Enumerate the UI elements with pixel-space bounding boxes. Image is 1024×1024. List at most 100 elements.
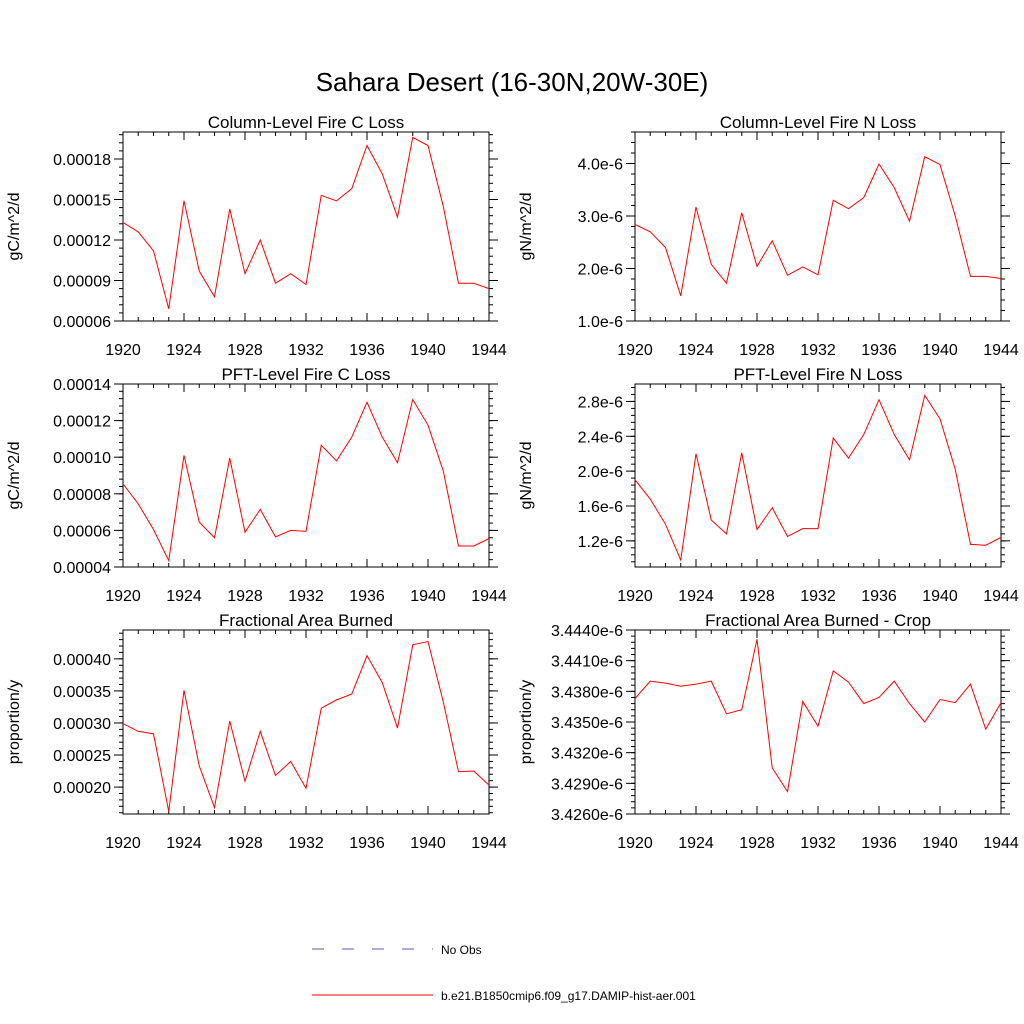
x-tick-label: 1944 xyxy=(471,835,507,852)
y-tick-label: 2.0e-6 xyxy=(578,464,623,481)
y-tick-label: 2.0e-6 xyxy=(578,262,623,279)
chart-panel-1: 1920 1924 1928 1932 1936 1940 1944 0.00006 0.000… xyxy=(6,113,507,359)
series-line xyxy=(634,155,1002,296)
x-tick-label: 1928 xyxy=(739,588,775,605)
y-axis-label: gN/m^2/d xyxy=(518,442,535,510)
chart-title: PFT-Level Fire C Loss xyxy=(221,365,390,384)
x-tick-label: 1920 xyxy=(105,835,141,852)
chart-title: PFT-Level Fire N Loss xyxy=(733,365,902,384)
y-tick-label: 0.00030 xyxy=(53,716,111,733)
plot-frame xyxy=(634,383,1002,568)
x-tick-label: 1936 xyxy=(349,835,385,852)
x-tick-label: 1928 xyxy=(227,342,263,359)
chart-title: Fractional Area Burned xyxy=(219,611,393,630)
y-tick-label: 0.00006 xyxy=(53,314,111,331)
x-tick-label: 1924 xyxy=(166,835,202,852)
y-tick-label: 0.00018 xyxy=(53,152,111,169)
chart-panel-3: 1920 1924 1928 1932 1936 1940 1944 0.00004 0.000… xyxy=(6,365,507,605)
chart-panel-6: 1920 1924 1928 1932 1936 1940 1944 3.4260e-6 3.4… xyxy=(518,611,1019,852)
x-tick-label: 1924 xyxy=(678,342,714,359)
y-tick-label: 1.0e-6 xyxy=(578,314,623,331)
y-tick-label: 3.4350e-6 xyxy=(551,715,623,732)
chart-panel-4: 1920 1924 1928 1932 1936 1940 1944 1.2e-6 1.6e-6… xyxy=(518,365,1019,605)
series-line xyxy=(122,640,490,812)
y-tick-label: 3.4380e-6 xyxy=(551,684,623,701)
x-tick-label: 1924 xyxy=(678,835,714,852)
x-tick-label: 1944 xyxy=(983,835,1019,852)
y-tick-label: 2.8e-6 xyxy=(578,394,623,411)
y-tick-label: 3.4290e-6 xyxy=(551,776,623,793)
chart-panel-5: 1920 1924 1928 1932 1936 1940 1944 0.00020 0.000… xyxy=(6,611,507,852)
plot-frame xyxy=(634,131,1002,322)
plot-frame xyxy=(634,629,1002,815)
panels-group: 1920 1924 1928 1932 1936 1940 1944 0.00006 0.000… xyxy=(6,113,1019,852)
plot-frame xyxy=(122,131,490,322)
y-axis-label: gN/m^2/d xyxy=(518,193,535,261)
y-tick-label: 1.6e-6 xyxy=(578,499,623,516)
y-axis-label: gC/m^2/d xyxy=(6,193,23,261)
x-tick-label: 1936 xyxy=(861,342,897,359)
y-tick-label: 0.00010 xyxy=(53,450,111,467)
x-tick-label: 1944 xyxy=(471,342,507,359)
x-tick-label: 1940 xyxy=(410,342,446,359)
chart-title: Fractional Area Burned - Crop xyxy=(705,611,931,630)
y-axis-label: proportion/y xyxy=(6,680,23,765)
x-tick-label: 1920 xyxy=(105,342,141,359)
y-tick-label: 3.4410e-6 xyxy=(551,654,623,671)
x-tick-label: 1932 xyxy=(288,835,324,852)
y-tick-label: 0.00020 xyxy=(53,780,111,797)
x-tick-label: 1924 xyxy=(678,588,714,605)
y-tick-label: 4.0e-6 xyxy=(578,157,623,174)
x-tick-label: 1940 xyxy=(922,342,958,359)
x-tick-label: 1924 xyxy=(166,588,202,605)
series-line xyxy=(634,394,1002,562)
y-tick-label: 0.00004 xyxy=(53,560,111,577)
legend: No Obs b.e21.B1850cmip6.f09_g17.DAMIP-hi… xyxy=(312,943,696,1003)
x-tick-label: 1920 xyxy=(617,588,653,605)
series-line xyxy=(122,398,490,563)
x-tick-label: 1932 xyxy=(800,342,836,359)
chart-title: Column-Level Fire N Loss xyxy=(720,113,917,132)
legend-model-label: b.e21.B1850cmip6.f09_g17.DAMIP-hist-aer.… xyxy=(441,989,696,1003)
x-tick-label: 1936 xyxy=(861,588,897,605)
x-tick-label: 1928 xyxy=(227,835,263,852)
y-tick-label: 0.00006 xyxy=(53,523,111,540)
x-tick-label: 1932 xyxy=(288,588,324,605)
x-tick-label: 1928 xyxy=(227,588,263,605)
y-tick-label: 0.00014 xyxy=(53,377,111,394)
y-tick-label: 0.00012 xyxy=(53,414,111,431)
x-tick-label: 1928 xyxy=(739,835,775,852)
y-axis-label: gC/m^2/d xyxy=(6,442,23,510)
plot-frame xyxy=(122,383,490,568)
y-tick-label: 0.00015 xyxy=(53,193,111,210)
x-tick-label: 1932 xyxy=(288,342,324,359)
y-axis-label: proportion/y xyxy=(518,680,535,765)
y-tick-label: 3.0e-6 xyxy=(578,209,623,226)
figure-title: Sahara Desert (16-30N,20W-30E) xyxy=(316,67,709,97)
y-tick-label: 2.4e-6 xyxy=(578,429,623,446)
x-tick-label: 1936 xyxy=(349,342,385,359)
y-tick-label: 3.4260e-6 xyxy=(551,807,623,824)
chart-panel-2: 1920 1924 1928 1932 1936 1940 1944 1.0e-6 2.0e-6… xyxy=(518,113,1019,359)
y-tick-label: 3.4320e-6 xyxy=(551,746,623,763)
y-tick-label: 0.00008 xyxy=(53,487,111,504)
y-tick-label: 0.00009 xyxy=(53,274,111,291)
x-tick-label: 1924 xyxy=(166,342,202,359)
x-tick-label: 1940 xyxy=(410,588,446,605)
x-tick-label: 1940 xyxy=(410,835,446,852)
y-tick-label: 0.00025 xyxy=(53,748,111,765)
series-line xyxy=(634,639,1002,793)
y-tick-label: 3.4440e-6 xyxy=(551,623,623,640)
x-tick-label: 1936 xyxy=(349,588,385,605)
y-tick-label: 0.00035 xyxy=(53,684,111,701)
x-tick-label: 1940 xyxy=(922,588,958,605)
y-tick-label: 0.00012 xyxy=(53,233,111,250)
legend-obs-label: No Obs xyxy=(441,943,482,957)
x-tick-label: 1944 xyxy=(471,588,507,605)
y-tick-label: 0.00040 xyxy=(53,652,111,669)
x-tick-label: 1920 xyxy=(617,835,653,852)
x-tick-label: 1940 xyxy=(922,835,958,852)
y-tick-label: 1.2e-6 xyxy=(578,534,623,551)
x-tick-label: 1920 xyxy=(617,342,653,359)
